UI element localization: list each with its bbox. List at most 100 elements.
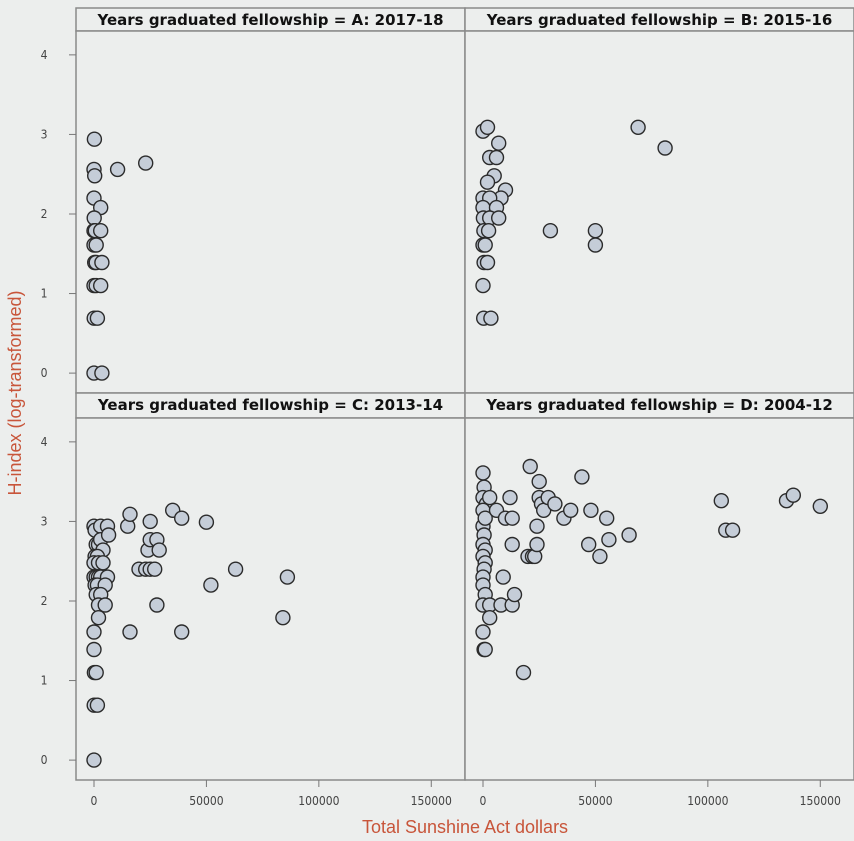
panel-3-point bbox=[477, 510, 493, 526]
panel-1-point bbox=[491, 210, 507, 226]
panel-0-y-tick-label: 1 bbox=[41, 287, 48, 301]
panel-3-point bbox=[601, 532, 617, 548]
panel-0-y-tick-label: 3 bbox=[41, 127, 48, 141]
panel-2-point bbox=[122, 506, 138, 522]
panel-3-point bbox=[583, 502, 599, 518]
panel-0-point bbox=[94, 254, 110, 271]
panel-3-x-tick-label: 0 bbox=[480, 794, 487, 808]
panel-3-x-tick-label: 50000 bbox=[578, 794, 612, 808]
panel-3-point bbox=[574, 469, 590, 485]
panel-3-point bbox=[621, 527, 637, 543]
panel-1-title: Years graduated fellowship = B: 2015-16 bbox=[486, 11, 833, 29]
panel-2-point bbox=[203, 577, 219, 593]
panel-3-point bbox=[477, 641, 493, 658]
panel-2-point bbox=[151, 542, 167, 558]
panel-0-point bbox=[109, 161, 126, 178]
panel-0-y-tick-label: 4 bbox=[41, 48, 48, 62]
panel-3-x-tick-label: 150000 bbox=[800, 794, 841, 808]
panel-1-point bbox=[491, 135, 507, 151]
panel-1-point bbox=[587, 222, 604, 239]
panel-2-point bbox=[95, 555, 111, 571]
panel-2-point bbox=[86, 641, 102, 658]
panel-2-point bbox=[122, 624, 138, 640]
panel-3-point bbox=[495, 569, 511, 585]
panel-2-point bbox=[173, 624, 190, 640]
panel-3-point bbox=[482, 610, 498, 626]
panel-3-header bbox=[464, 392, 854, 419]
panel-2-point bbox=[88, 664, 104, 681]
panel-3-point bbox=[502, 489, 518, 506]
panel-2-point bbox=[142, 513, 158, 530]
panel-3-point bbox=[563, 502, 579, 518]
panel-0-point bbox=[89, 310, 106, 326]
panel-3-point bbox=[504, 536, 520, 553]
panel-2-point bbox=[89, 697, 106, 713]
panel-3-point bbox=[785, 487, 801, 503]
panel-3-point bbox=[812, 498, 828, 514]
panel-3-plot-area bbox=[464, 417, 854, 781]
y-axis-label: H-index (log-transformed) bbox=[5, 290, 25, 495]
panel-1-point bbox=[479, 254, 496, 271]
panel-0-point bbox=[86, 210, 102, 226]
panel-0-y-tick-label: 0 bbox=[41, 366, 48, 380]
panel-1-plot-area bbox=[464, 30, 854, 394]
panel-1-point bbox=[483, 310, 499, 326]
panel-2-point bbox=[279, 569, 296, 585]
panel-3-point bbox=[529, 536, 545, 553]
panel-1-point bbox=[657, 140, 673, 156]
panel-0-point bbox=[92, 222, 109, 239]
panel-2-point bbox=[275, 610, 291, 626]
panel-2-y-tick-label: 4 bbox=[41, 435, 48, 449]
panel-2-header bbox=[75, 392, 466, 419]
panel-3-point bbox=[475, 465, 491, 481]
panel-2-title: Years graduated fellowship = C: 2013-14 bbox=[97, 396, 443, 414]
panel-1-point bbox=[479, 119, 496, 136]
panel-3-point bbox=[506, 586, 523, 603]
panel-3-point bbox=[529, 518, 545, 534]
panel-2-point bbox=[227, 561, 244, 577]
panel-3-point bbox=[581, 536, 597, 553]
panel-2-point bbox=[100, 527, 117, 543]
panel-2-x-tick-label: 50000 bbox=[189, 794, 223, 808]
panel-0-y-tick-label: 2 bbox=[41, 207, 48, 221]
panel-0-point bbox=[137, 155, 154, 171]
panel-1-point bbox=[542, 222, 559, 239]
panel-3-x-tick-label: 100000 bbox=[687, 794, 728, 808]
panel-1-point bbox=[477, 237, 493, 253]
panel-2-point bbox=[97, 597, 113, 613]
panel-3-point bbox=[515, 664, 532, 681]
panel-3-title: Years graduated fellowship = D: 2004-12 bbox=[485, 396, 833, 414]
panel-3-point bbox=[475, 624, 491, 640]
panel-3-point bbox=[547, 496, 563, 512]
panel-2-x-tick-label: 100000 bbox=[298, 794, 339, 808]
panel-2-y-tick-label: 0 bbox=[41, 753, 48, 767]
panel-2-point bbox=[90, 610, 107, 626]
x-axis-label: Total Sunshine Act dollars bbox=[362, 817, 568, 837]
panel-3-point bbox=[522, 458, 538, 475]
panel-1-point bbox=[488, 149, 505, 166]
panel-2-y-tick-label: 1 bbox=[41, 674, 48, 688]
panel-0-point bbox=[88, 237, 104, 253]
panel-0-point bbox=[86, 168, 103, 184]
panel-2-point bbox=[86, 752, 102, 768]
panel-3-point bbox=[599, 510, 615, 526]
panel-2-point bbox=[146, 561, 163, 577]
panel-1-point bbox=[587, 237, 604, 253]
panel-2-y-tick-label: 2 bbox=[41, 594, 48, 608]
panel-3-point bbox=[504, 510, 520, 526]
panel-0-point bbox=[92, 277, 109, 294]
panel-1-point bbox=[475, 277, 491, 294]
panel-3-point bbox=[592, 548, 608, 565]
panel-2-point bbox=[198, 514, 215, 530]
panel-1-point bbox=[479, 174, 496, 190]
panel-0-plot-area bbox=[75, 30, 466, 394]
panel-2-point bbox=[149, 597, 165, 613]
panel-3-point bbox=[713, 493, 729, 509]
panel-0-point bbox=[86, 131, 103, 147]
panel-2-point bbox=[86, 624, 102, 640]
panel-2-point bbox=[173, 510, 190, 526]
panel-3-point bbox=[482, 489, 498, 506]
panel-3-point bbox=[531, 473, 547, 490]
panel-1-point bbox=[630, 119, 646, 136]
